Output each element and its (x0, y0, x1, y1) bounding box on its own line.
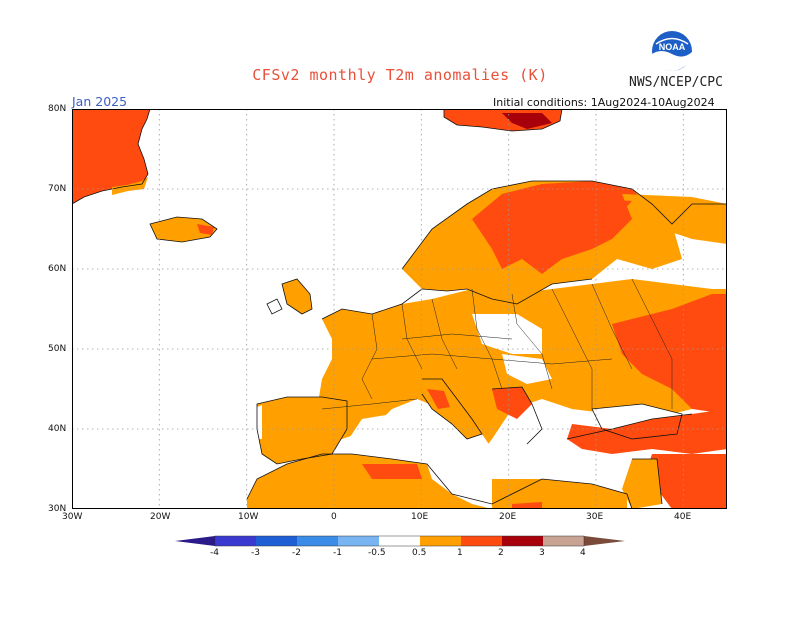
region-north-africa (247, 454, 492, 509)
lat-label-30n: 30N (48, 504, 67, 514)
map-frame (72, 109, 727, 509)
colorbar-arrow-high (584, 536, 625, 546)
gridlines (72, 109, 727, 509)
region-levant (622, 459, 662, 509)
colorbar-label: 0.5 (412, 548, 427, 558)
colorbar-label: 4 (580, 548, 586, 558)
colorbar-bin (215, 536, 256, 546)
region-balkans-warm (492, 387, 532, 419)
region-greenland (72, 109, 150, 204)
colorbar-label: -3 (251, 548, 260, 558)
region-kola-warm (592, 199, 632, 234)
lon-label-30e: 30E (586, 512, 604, 522)
colorbar-label: 3 (539, 548, 545, 558)
anomaly-map (72, 109, 727, 509)
region-svalbard-strong (502, 113, 552, 129)
borders (321, 278, 673, 410)
colorbar-bin (297, 536, 338, 546)
region-iberia (257, 397, 347, 464)
map-title: CFSv2 monthly T2m anomalies (K) (252, 66, 548, 84)
region-kola (622, 194, 727, 244)
colorbar-bin (338, 536, 379, 546)
lon-label-10w: 10W (238, 512, 259, 522)
region-neutral-central (502, 354, 552, 384)
colorbar-label: -2 (292, 548, 301, 558)
region-libya-egypt (492, 479, 627, 509)
colorbar-label: -0.5 (368, 548, 386, 558)
lat-label-50n: 50N (48, 344, 67, 354)
coastlines (72, 109, 727, 509)
region-iceland-warm (197, 224, 214, 235)
colorbar-bin (461, 536, 502, 546)
region-sahara-warm (362, 464, 422, 479)
lon-label-10e: 10E (411, 512, 429, 522)
lat-label-80n: 80N (48, 104, 67, 114)
region-turkey (567, 409, 727, 454)
initial-conditions: Initial conditions: 1Aug2024-10Aug2024 (493, 96, 715, 109)
colorbar-bin (256, 536, 297, 546)
lat-label-40n: 40N (48, 424, 67, 434)
region-iceland (150, 217, 217, 242)
colorbar-label: 1 (457, 548, 463, 558)
lat-label-70n: 70N (48, 184, 67, 194)
lat-label-60n: 60N (48, 264, 67, 274)
colorbar-bin (543, 536, 584, 546)
colorbar-arrow-low (175, 536, 215, 546)
colorbar (175, 535, 625, 547)
colorbar-label: -1 (333, 548, 342, 558)
colorbar-bin (502, 536, 543, 546)
region-neutral-poland (472, 314, 542, 354)
organization-label: NWS/NCEP/CPC (629, 75, 723, 90)
noaa-logo: NOAA (652, 31, 692, 71)
colorbar-bin (379, 536, 420, 546)
forecast-month: Jan 2025 (72, 94, 128, 109)
colorbar-label: -4 (210, 548, 219, 558)
lon-label-20w: 20W (150, 512, 171, 522)
region-middle-east (647, 454, 727, 509)
logo-text: NOAA (659, 42, 686, 52)
lon-label-30w: 30W (62, 512, 83, 522)
colorbar-label: 2 (498, 548, 504, 558)
lon-label-40e: 40E (674, 512, 692, 522)
region-egypt-warm (512, 502, 542, 509)
region-italy-warm (427, 389, 450, 409)
region-neutral-med (342, 409, 652, 504)
lon-label-20e: 20E (499, 512, 517, 522)
colorbar-bin (420, 536, 461, 546)
lon-label-0: 0 (331, 512, 337, 522)
